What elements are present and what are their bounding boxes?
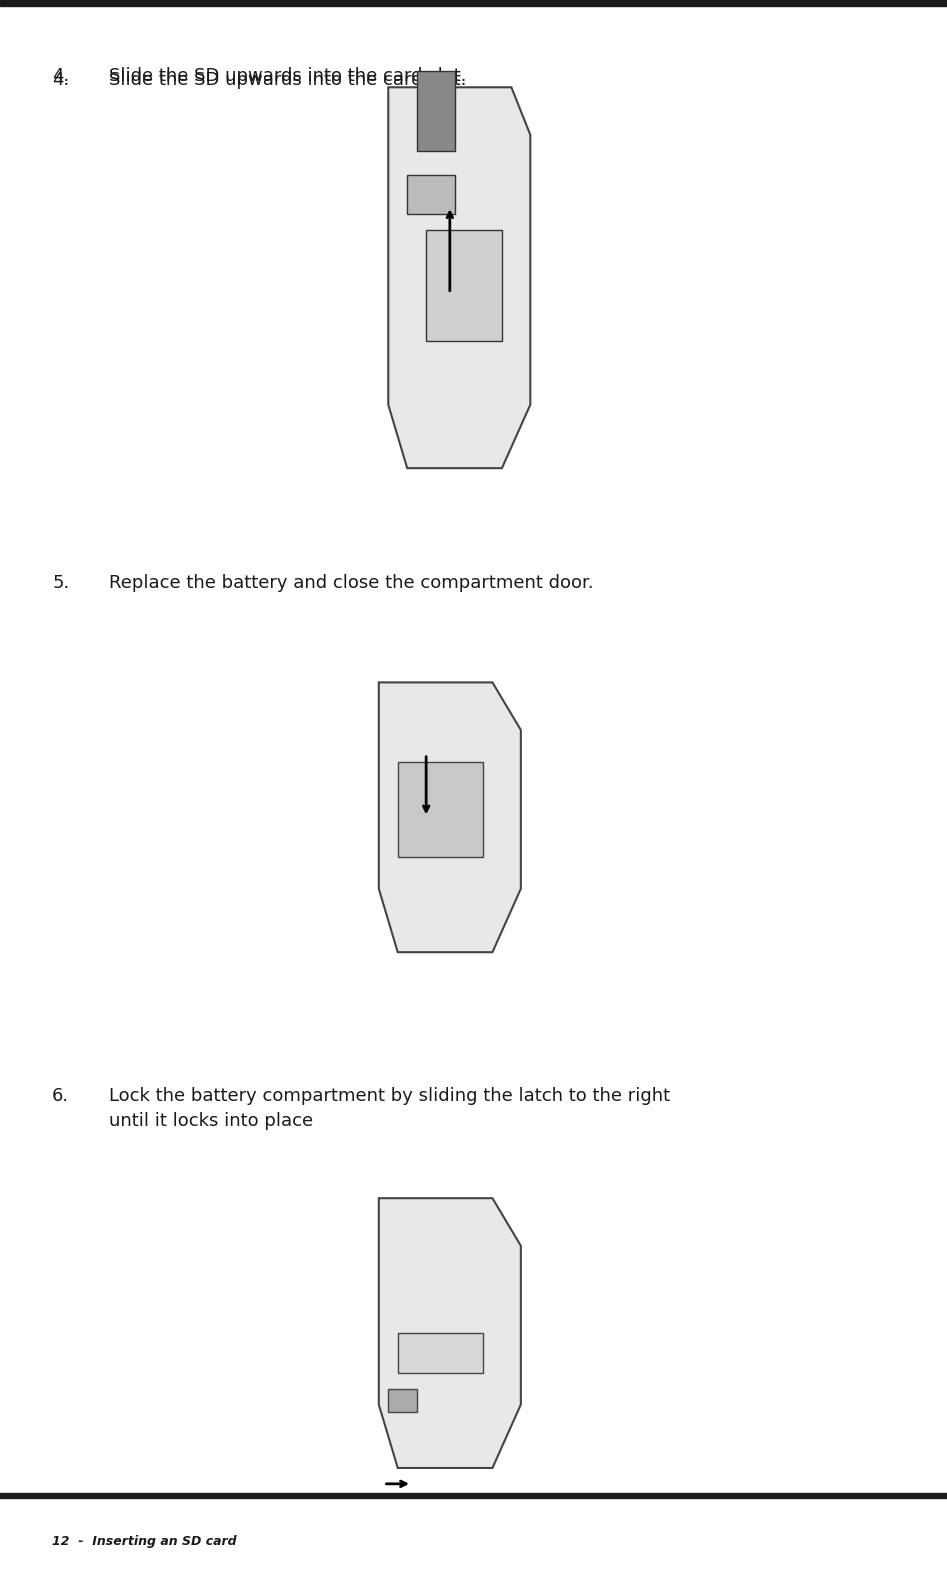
Text: Lock the battery compartment by sliding the latch to the right
until it locks in: Lock the battery compartment by sliding …: [109, 1087, 670, 1130]
Bar: [0, 0, 947, 6]
Text: 4.: 4.: [52, 67, 69, 84]
Text: 4.: 4.: [52, 71, 69, 89]
Bar: [426, 230, 502, 341]
Text: 12  -  Inserting an SD card: 12 - Inserting an SD card: [52, 1535, 237, 1547]
Bar: [398, 1333, 483, 1373]
Polygon shape: [379, 682, 521, 952]
Bar: [0, 1493, 947, 1498]
Bar: [407, 175, 455, 214]
Polygon shape: [379, 1198, 521, 1468]
Text: Replace the battery and close the compartment door.: Replace the battery and close the compar…: [109, 574, 594, 592]
Text: 5.: 5.: [52, 574, 69, 592]
Text: Slide the SD upwards into the card slot.: Slide the SD upwards into the card slot.: [109, 67, 467, 84]
Bar: [417, 71, 455, 151]
Text: Slide the SD upwards into the card slot.: Slide the SD upwards into the card slot.: [109, 71, 467, 89]
Bar: [388, 1389, 417, 1412]
Polygon shape: [388, 87, 530, 468]
Bar: [398, 762, 483, 857]
Text: 6.: 6.: [52, 1087, 69, 1105]
